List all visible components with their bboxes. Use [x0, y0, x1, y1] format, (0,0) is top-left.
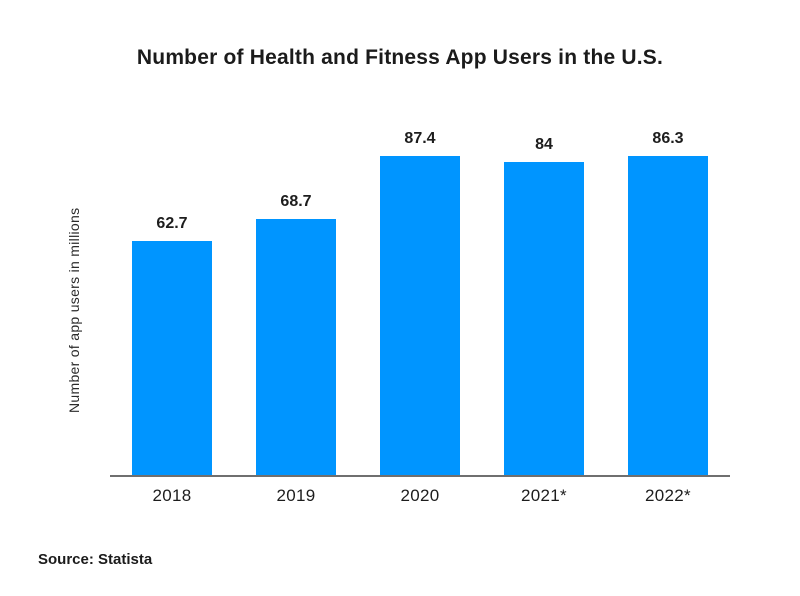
bar: [132, 241, 212, 475]
bar: [256, 219, 336, 475]
plot-area: 62.7 68.7 87.4 84 86.3 2018 2019 2020 2021* 2022…: [110, 130, 730, 506]
bar-value-label: 87.4: [404, 130, 436, 147]
bar: [504, 162, 584, 475]
bar-value-label: 68.7: [280, 193, 312, 210]
bar-value-label: 86.3: [652, 130, 684, 147]
x-tick-label: 2020: [400, 486, 440, 505]
bar-group: 62.7: [110, 130, 234, 475]
y-axis-label: Number of app users in millions: [66, 207, 82, 413]
bar: [628, 156, 708, 475]
bar-group: 86.3: [606, 130, 730, 475]
bar-group: 87.4: [358, 130, 482, 475]
bar-value-label: 84: [535, 136, 553, 153]
bar: [380, 156, 460, 475]
bar-value-label: 62.7: [156, 215, 188, 232]
bar-group: 84: [482, 130, 606, 475]
x-axis-labels: 2018 2019 2020 2021* 2022*: [110, 486, 730, 506]
source-note: Source: Statista: [38, 551, 153, 568]
bars-row: 62.7 68.7 87.4 84 86.3: [110, 130, 730, 477]
x-tick-label: 2021*: [521, 486, 567, 505]
x-tick-label: 2022*: [645, 486, 691, 505]
bar-group: 68.7: [234, 130, 358, 475]
x-tick-label: 2018: [152, 486, 192, 505]
chart-title: Number of Health and Fitness App Users i…: [136, 46, 664, 69]
x-tick-label: 2019: [276, 486, 316, 505]
